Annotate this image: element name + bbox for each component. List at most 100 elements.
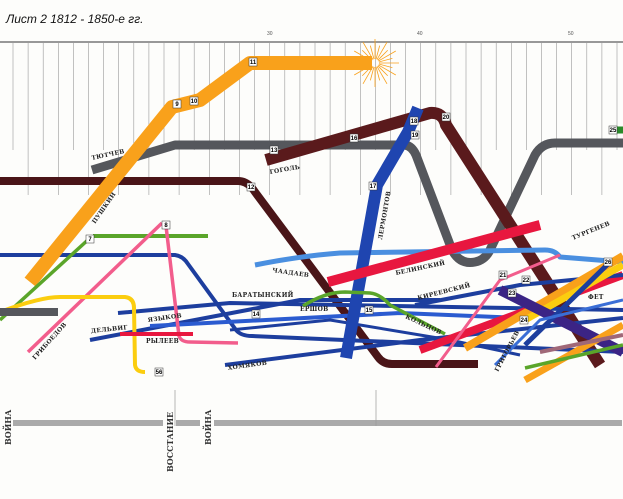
label-chaadaev: ЧААДАЕВ [272, 267, 310, 279]
writer-line-gogol [264, 106, 606, 369]
sun-ray [376, 66, 388, 84]
badge-text: 8 [164, 223, 168, 229]
axis-tick-40: 40 [417, 31, 423, 37]
label-ershov: ЕРШОВ [300, 306, 329, 313]
badge-text: 20 [443, 115, 450, 121]
label-baratynsky: БАРАТЫНСКИЙ [232, 291, 294, 299]
event-label-war-1812: ВОЙНА [3, 409, 13, 445]
writer-line-yazykov [149, 311, 521, 328]
axis-tick-50: 50 [568, 31, 574, 37]
badge-9: 9 [172, 99, 182, 109]
sun-ray [378, 63, 393, 69]
event-bars [13, 390, 622, 426]
writer-line-baratynsky [117, 301, 623, 315]
badge-15: 15 [364, 305, 374, 315]
badge-text: 56 [156, 370, 163, 376]
sun-ray [369, 45, 375, 60]
badge-16: 16 [349, 133, 359, 143]
sun-ray [378, 64, 396, 76]
writer-line-pushkin [24, 56, 372, 287]
badge-text: 17 [370, 184, 377, 190]
badge-text: 11 [250, 60, 257, 66]
writer-line-blue-3 [229, 318, 521, 357]
badge-26: 26 [603, 257, 613, 267]
label-gogol: ГОГОЛЬ [269, 164, 301, 176]
badge-text: 23 [509, 291, 516, 297]
writer-line-blue-long [0, 253, 623, 354]
label-delvig: ДЕЛЬВИГ [90, 324, 128, 335]
badge-text: 25 [610, 128, 617, 134]
axis-tick-30: 30 [267, 31, 273, 37]
writer-line-khomyakov [224, 316, 623, 367]
badge-11: 11 [248, 57, 258, 67]
writer-line-yellow [0, 295, 146, 374]
badge-8: 8 [161, 220, 171, 230]
sun-ray [377, 65, 389, 77]
writer-line-pink-3 [434, 253, 561, 368]
writer-line-chaadaev [254, 247, 623, 268]
badge-text: 13 [271, 148, 278, 154]
writer-line-turgenev [462, 252, 623, 352]
badge-24: 24 [519, 315, 529, 325]
sun-ray [369, 66, 375, 81]
event-bar-war-1812 [13, 420, 163, 426]
sun-ray [376, 42, 388, 60]
writer-line-pink-2 [164, 225, 239, 345]
badge-17: 17 [368, 181, 378, 191]
badge-text: 7 [88, 237, 92, 243]
writer-line-dark-brown [0, 177, 478, 368]
badge-19: 19 [410, 130, 420, 140]
sun-ray [377, 49, 389, 61]
badge-7: 7 [85, 234, 95, 244]
badge-10: 10 [189, 96, 199, 106]
writer-line-purple [497, 285, 623, 357]
badge-text: 21 [500, 273, 507, 279]
badge-23: 23 [507, 288, 517, 298]
event-label-war: ВОЙНА [203, 409, 213, 445]
badge-12: 12 [246, 182, 256, 192]
badge-text: 16 [351, 136, 358, 142]
sun-ray [375, 45, 381, 60]
event-label-uprising: ВОССТАНИЕ [165, 412, 175, 472]
badge-20: 20 [441, 112, 451, 122]
label-ryleev: РЫЛЕЕВ [146, 338, 179, 345]
writer-line-grigoriev [493, 298, 623, 367]
event-bar-war [214, 420, 622, 426]
writer-line-ershov [302, 290, 446, 336]
badge-text: 26 [605, 260, 612, 266]
badge-text: 12 [248, 185, 255, 191]
label-khomyakov: ХОМЯКОВ [227, 360, 267, 372]
sun-ray [378, 57, 393, 63]
badges: 7 8 9 10 11 12 13 14 15 16 17 18 19 20 21 22 23 24 25 26 56 [85, 57, 618, 377]
badge-text: 14 [253, 312, 260, 318]
writer-line-mauve [539, 333, 623, 354]
sun-ray [378, 50, 396, 62]
label-turgenev: ТУРГЕНЕВ [571, 220, 611, 242]
badge-25: 25 [608, 125, 618, 135]
badge-text: 19 [412, 133, 419, 139]
writer-line-belinsky [326, 220, 542, 287]
label-fet: ФЕТ [588, 294, 604, 301]
badge-text: 10 [191, 99, 198, 105]
badge-14: 14 [251, 309, 261, 319]
badge-text: 22 [523, 278, 530, 284]
badge-text: 18 [411, 119, 418, 125]
label-yazykov: ЯЗЫКОВ [147, 312, 182, 324]
writer-line-tyutchev [90, 138, 623, 267]
writer-line-pink-1 [26, 221, 164, 354]
badge-22: 22 [521, 275, 531, 285]
writer-line-green-3 [524, 343, 623, 370]
badge-21: 21 [498, 270, 508, 280]
badge-13: 13 [269, 145, 279, 155]
badge-text: 9 [175, 102, 179, 108]
writer-line-blue-4 [523, 260, 612, 347]
writer-line-orange-2 [523, 321, 623, 384]
badge-56: 56 [154, 367, 164, 377]
badge-text: 15 [366, 308, 373, 314]
badge-18: 18 [409, 116, 419, 126]
sun-ray [375, 66, 381, 81]
sheet-title: Лист 2 1812 - 1850-е гг. [6, 12, 144, 26]
event-bar-uprising [176, 420, 200, 426]
